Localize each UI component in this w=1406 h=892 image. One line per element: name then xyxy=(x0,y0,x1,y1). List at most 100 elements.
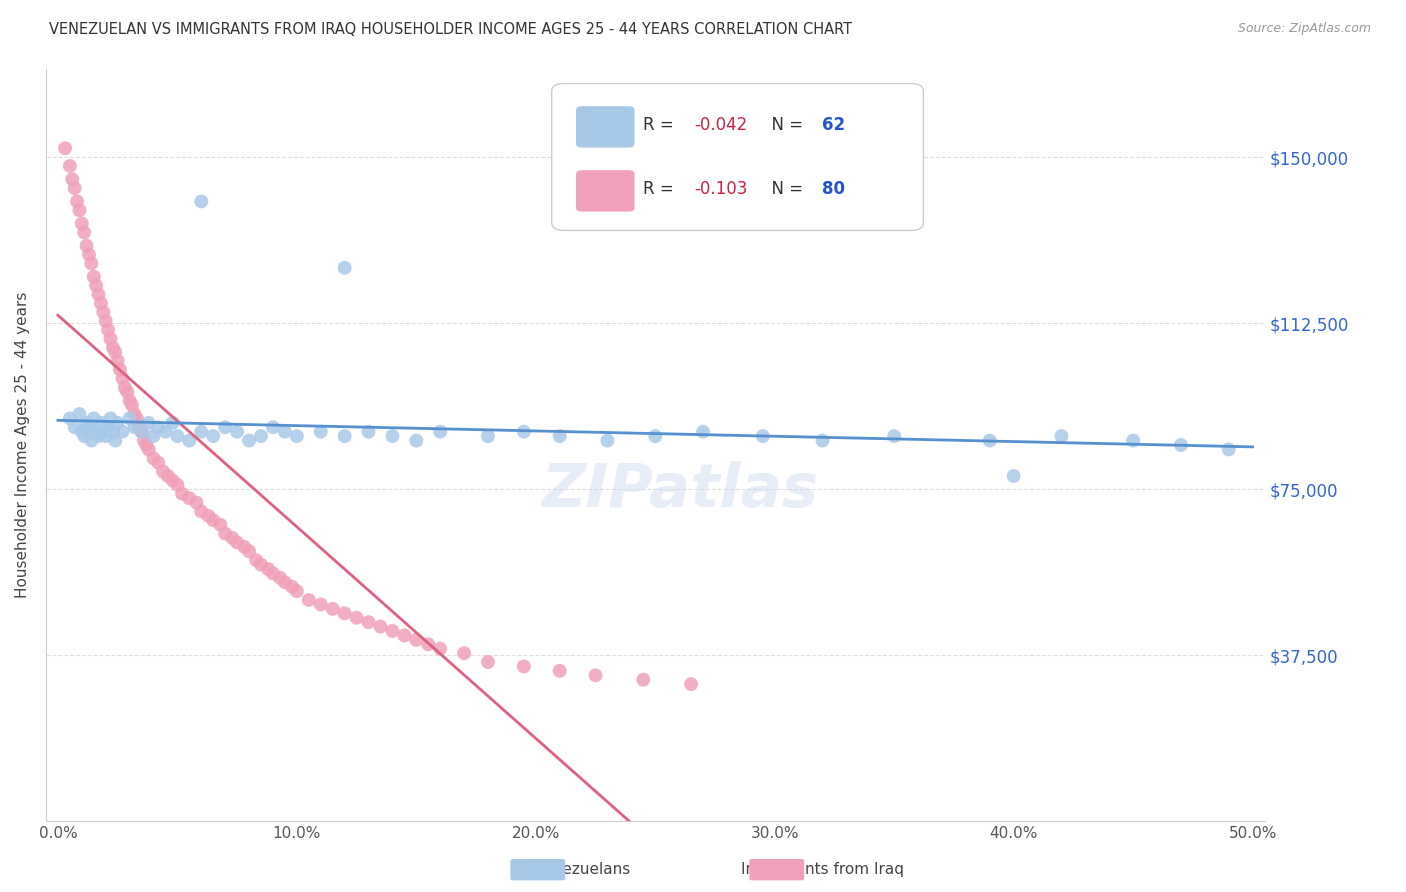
Point xyxy=(53,141,76,155)
Point xyxy=(357,615,380,629)
Point xyxy=(138,416,160,430)
Point xyxy=(70,425,93,439)
Point xyxy=(357,425,380,439)
Point xyxy=(131,425,153,439)
Point xyxy=(132,434,155,448)
Point xyxy=(692,425,714,439)
Point xyxy=(162,416,184,430)
Point xyxy=(172,486,194,500)
Point xyxy=(80,434,103,448)
Point xyxy=(250,558,273,572)
Point xyxy=(118,411,141,425)
Point xyxy=(226,425,249,439)
Point xyxy=(148,456,170,470)
Point xyxy=(333,429,356,443)
Point xyxy=(90,296,112,310)
Point xyxy=(418,637,440,651)
Point xyxy=(513,659,536,673)
Point xyxy=(394,628,416,642)
Text: R =: R = xyxy=(643,116,679,134)
Point xyxy=(190,504,212,518)
Point xyxy=(333,607,356,621)
Point xyxy=(111,371,134,385)
Point xyxy=(513,425,536,439)
Point xyxy=(548,664,571,678)
Point xyxy=(66,194,89,209)
Point xyxy=(76,238,98,252)
Point xyxy=(108,362,131,376)
Point xyxy=(135,438,157,452)
Point xyxy=(262,566,284,581)
Point xyxy=(73,429,96,443)
Point xyxy=(90,416,112,430)
Point xyxy=(233,540,256,554)
Text: N =: N = xyxy=(761,116,808,134)
Text: Source: ZipAtlas.com: Source: ZipAtlas.com xyxy=(1237,22,1371,36)
Point xyxy=(59,159,82,173)
Point xyxy=(190,194,212,209)
Point xyxy=(585,668,607,682)
Point xyxy=(125,411,148,425)
Point xyxy=(238,434,260,448)
Point xyxy=(84,425,107,439)
Point xyxy=(94,429,117,443)
Point xyxy=(309,425,332,439)
Text: Venezuelans: Venezuelans xyxy=(536,863,631,877)
Point xyxy=(202,513,225,527)
Point xyxy=(152,465,174,479)
Point xyxy=(405,632,427,647)
Point xyxy=(644,429,666,443)
Point xyxy=(883,429,905,443)
Point xyxy=(226,535,249,549)
Point xyxy=(100,332,122,346)
Point xyxy=(76,416,98,430)
Point xyxy=(101,425,124,439)
Point xyxy=(91,425,114,439)
Point xyxy=(333,260,356,275)
Point xyxy=(118,393,141,408)
Point xyxy=(138,442,160,457)
Point xyxy=(179,434,201,448)
Point xyxy=(221,531,243,545)
Point xyxy=(250,429,273,443)
Point xyxy=(87,287,110,301)
Point xyxy=(104,434,127,448)
Point xyxy=(190,425,212,439)
Point xyxy=(214,526,236,541)
Point xyxy=(262,420,284,434)
Point xyxy=(67,407,90,421)
Point xyxy=(97,323,120,337)
Text: VENEZUELAN VS IMMIGRANTS FROM IRAQ HOUSEHOLDER INCOME AGES 25 - 44 YEARS CORRELA: VENEZUELAN VS IMMIGRANTS FROM IRAQ HOUSE… xyxy=(49,22,852,37)
Point xyxy=(87,429,110,443)
Point xyxy=(111,425,134,439)
Point xyxy=(77,247,100,261)
Point xyxy=(84,278,107,293)
Point xyxy=(548,429,571,443)
Point xyxy=(186,495,208,509)
Point xyxy=(142,451,165,466)
Point xyxy=(77,420,100,434)
Text: -0.103: -0.103 xyxy=(695,180,748,198)
Point xyxy=(115,384,138,399)
Point xyxy=(979,434,1001,448)
Point xyxy=(63,420,86,434)
Point xyxy=(274,575,297,590)
Text: 62: 62 xyxy=(823,116,845,134)
Point xyxy=(97,420,120,434)
Point xyxy=(429,425,451,439)
Point xyxy=(453,646,475,660)
FancyBboxPatch shape xyxy=(576,170,634,211)
Point xyxy=(197,508,219,523)
Point xyxy=(114,380,136,394)
Point xyxy=(166,478,188,492)
Point xyxy=(298,593,321,607)
Text: ZIPatlas: ZIPatlas xyxy=(541,460,818,520)
Point xyxy=(309,598,332,612)
Point xyxy=(370,619,392,633)
Point xyxy=(83,411,105,425)
Point xyxy=(107,354,129,368)
Point xyxy=(63,181,86,195)
Point xyxy=(1218,442,1240,457)
Point xyxy=(155,425,177,439)
FancyBboxPatch shape xyxy=(551,84,924,230)
